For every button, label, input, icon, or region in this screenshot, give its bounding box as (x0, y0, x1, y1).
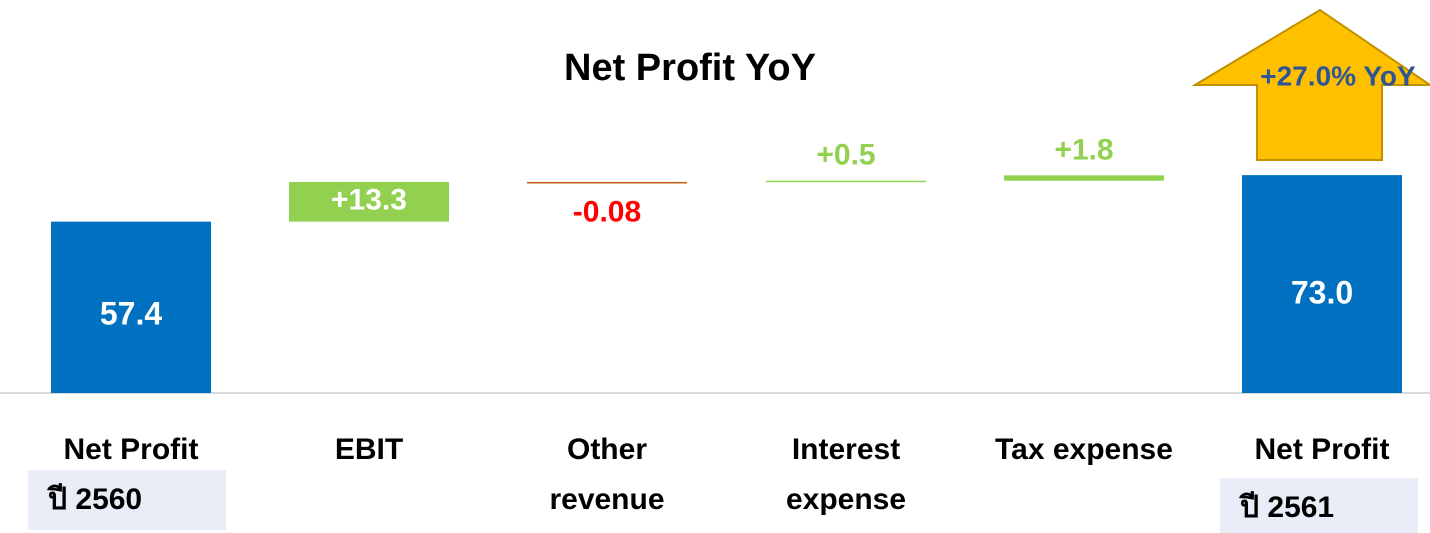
category-sublabel: ปี 2560 (28, 470, 226, 530)
value-label: +13.3 (331, 184, 407, 217)
value-label: +0.5 (816, 139, 875, 172)
bar (766, 180, 926, 183)
category-label: EBIT (334, 433, 404, 466)
bar (527, 181, 687, 184)
category-label: Interest expense (785, 433, 907, 516)
category-label: Net Profit (1254, 433, 1390, 466)
bar (1004, 175, 1164, 181)
annotation: +27.0% YoY (1260, 60, 1416, 91)
value-label: +1.8 (1054, 133, 1113, 166)
bar (289, 181, 449, 222)
value-label: -0.08 (573, 195, 641, 228)
chart-title: Net Profit YoY (564, 47, 816, 89)
value-label: 57.4 (100, 295, 162, 331)
bar (1242, 175, 1402, 393)
value-label: 73.0 (1291, 274, 1353, 310)
category-sublabel: ปี 2561 (1220, 478, 1418, 533)
yoy-arrow (1191, 8, 1430, 161)
category-label: Other revenue (549, 433, 665, 516)
category-label: Tax expense (995, 433, 1173, 466)
bar (51, 221, 211, 393)
category-label: Net Profit (63, 433, 199, 466)
